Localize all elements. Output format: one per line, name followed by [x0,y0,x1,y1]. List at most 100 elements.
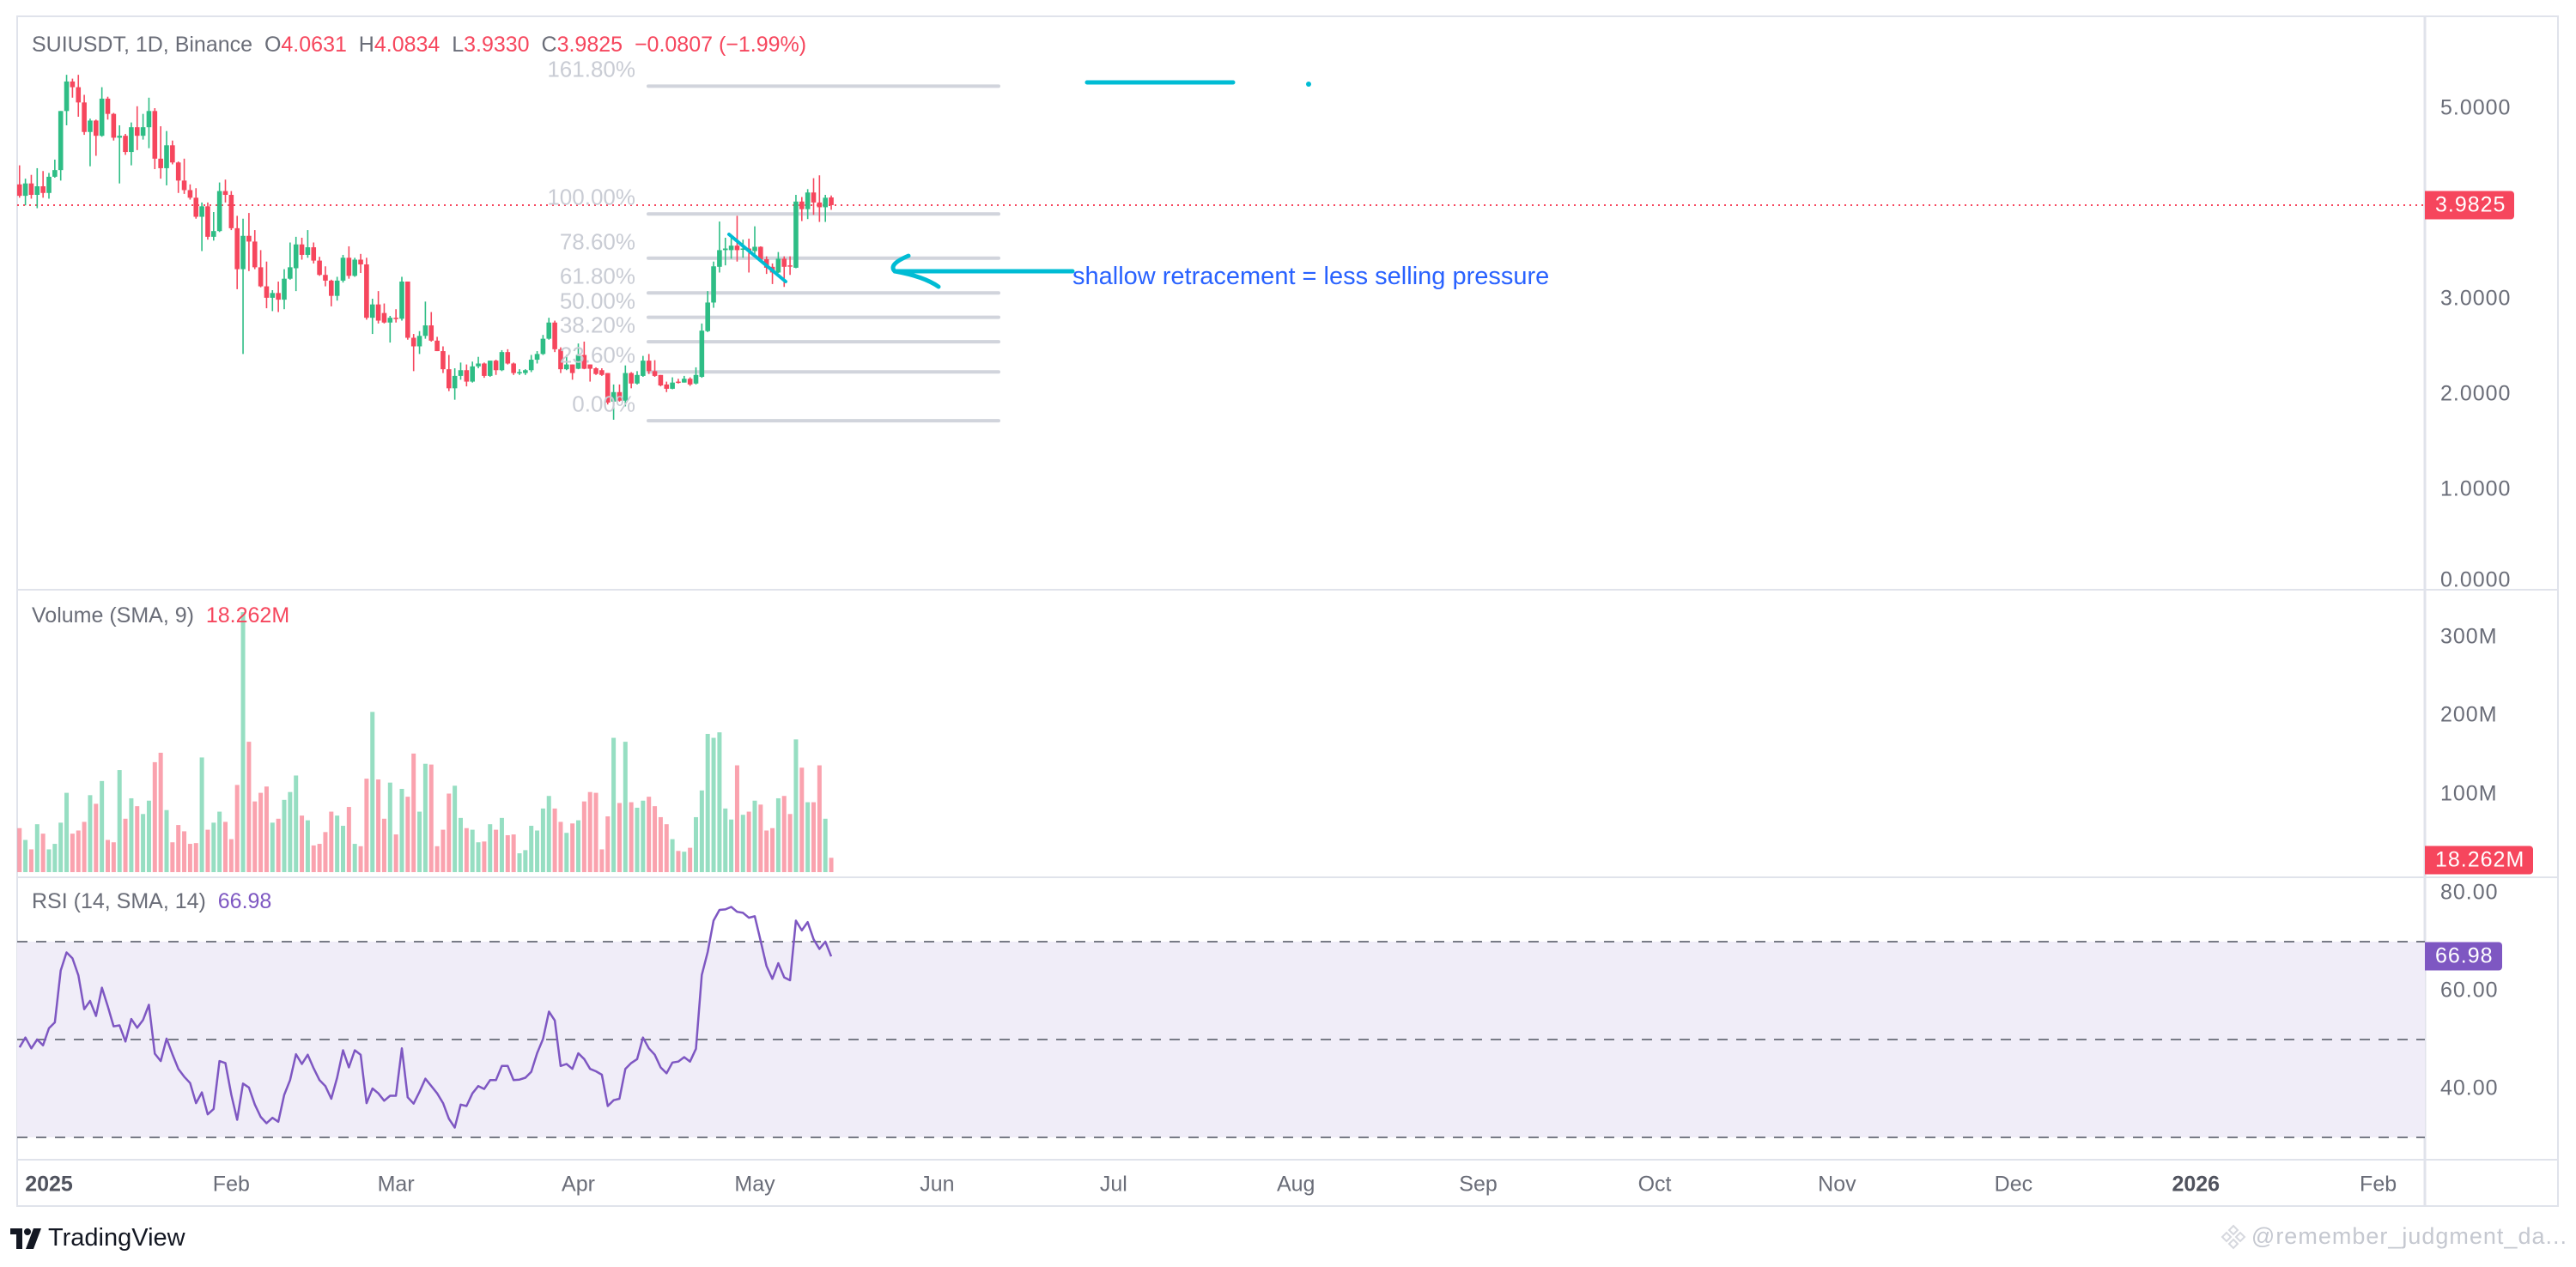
time-axis-label: Apr [562,1172,595,1197]
volume-bar [264,786,269,872]
candle-body [528,360,534,371]
candle-body [82,102,87,132]
volume-bar [476,842,481,872]
volume-bar [211,822,216,872]
candle-body [440,351,446,370]
fib-level-label: 61.80% [559,263,635,289]
volume-bar [34,824,39,872]
rsi-legend[interactable]: RSI (14, SMA, 14) 66.98 [32,889,271,914]
volume-bar [94,803,99,872]
candle-body [705,302,710,331]
candle-body [652,371,658,376]
candle-body [699,330,705,378]
candle-body [134,127,140,136]
candle-body [358,259,363,265]
volume-bar [270,822,275,872]
volume-bar [564,833,569,872]
candle-body [775,258,781,273]
candle-body [16,184,22,197]
fibonacci-retracement[interactable] [647,84,1000,423]
volume-bar [88,795,93,872]
drawings[interactable] [727,80,1311,289]
volume-bar [705,733,710,872]
candle-body [205,206,210,237]
candle-body [623,373,629,401]
volume-bar [405,797,410,872]
close-value: 3.9825 [556,33,623,57]
volume-bar [699,790,704,872]
volume-bar [540,808,545,872]
candle-body [540,338,546,355]
candle-body [28,183,34,196]
candle-body [22,183,28,197]
fib-level-label: 38.20% [559,312,635,338]
drawn-trend-line[interactable] [727,233,787,283]
candle-body [58,111,64,171]
last-price-tag: 3.9825 [2425,191,2515,220]
candle-body [181,180,187,191]
volume-bar [123,818,128,872]
fib-level-label: 23.60% [559,342,635,368]
time-axis-label: Mar [377,1172,415,1197]
candle-body [164,145,169,168]
candle-body [805,192,811,209]
volume-bar [658,816,663,872]
tradingview-logo[interactable]: TradingView [10,1224,185,1252]
candle-body [299,244,305,255]
volume-bar [459,817,463,872]
volume-value-tag: 18.262M [2425,846,2534,875]
change-value: −0.0807 (−1.99%) [634,33,807,57]
volume-bar [587,791,592,872]
volume-bar [605,816,611,872]
volume-bar [781,796,787,872]
candle-body [499,352,505,371]
candle-body [629,373,634,384]
volume-bar [635,807,640,872]
volume-bar [381,818,386,872]
volume-bar [158,752,163,872]
volume-bar [393,834,398,872]
volume-bar [482,841,487,872]
candle-body [523,370,528,373]
volume-bar [676,851,681,872]
volume-bar [346,807,351,872]
annotation-text[interactable]: shallow retracement = less selling press… [1072,263,1550,290]
candle-body [364,264,369,318]
candle-body [216,191,222,232]
volume-bar [581,801,586,872]
price-axis-label: 3.0000 [2440,286,2512,311]
candle-body [276,293,281,300]
volume-bar [141,814,146,872]
price-axis-label: 0.0000 [2440,567,2512,592]
volume-bar [288,791,293,872]
volume-bar [193,843,198,872]
volume-bar [252,801,258,872]
volume-bar [535,830,540,872]
candle-body [493,361,499,371]
volume-bar [223,821,228,872]
rsi-line [18,906,833,1129]
symbol-legend[interactable]: SUIUSDT, 1D, Binance O4.0631 H4.0834 L3.… [32,33,806,58]
volume-bar [717,732,722,872]
candle-body [416,336,422,347]
candle-body [393,318,398,319]
volume-bar [688,847,693,872]
volume-bar [623,742,628,872]
drawn-dot[interactable] [1306,82,1311,87]
candle-body [752,246,757,252]
candle-body [94,120,99,136]
time-axis-label: Oct [1637,1172,1672,1197]
volume-bar [329,811,334,872]
volume-legend[interactable]: Volume (SMA, 9) 18.262M [32,603,289,628]
candle-body [599,370,605,375]
volume-bar [552,808,557,872]
candle-body [452,375,458,389]
arrow-icon[interactable] [890,253,1075,289]
volume-bar [641,800,646,872]
volume-bar [505,834,510,872]
volume-bar [240,612,246,872]
volume-bar [694,816,698,872]
volume-bar [523,850,528,872]
volume-bar [106,840,110,872]
